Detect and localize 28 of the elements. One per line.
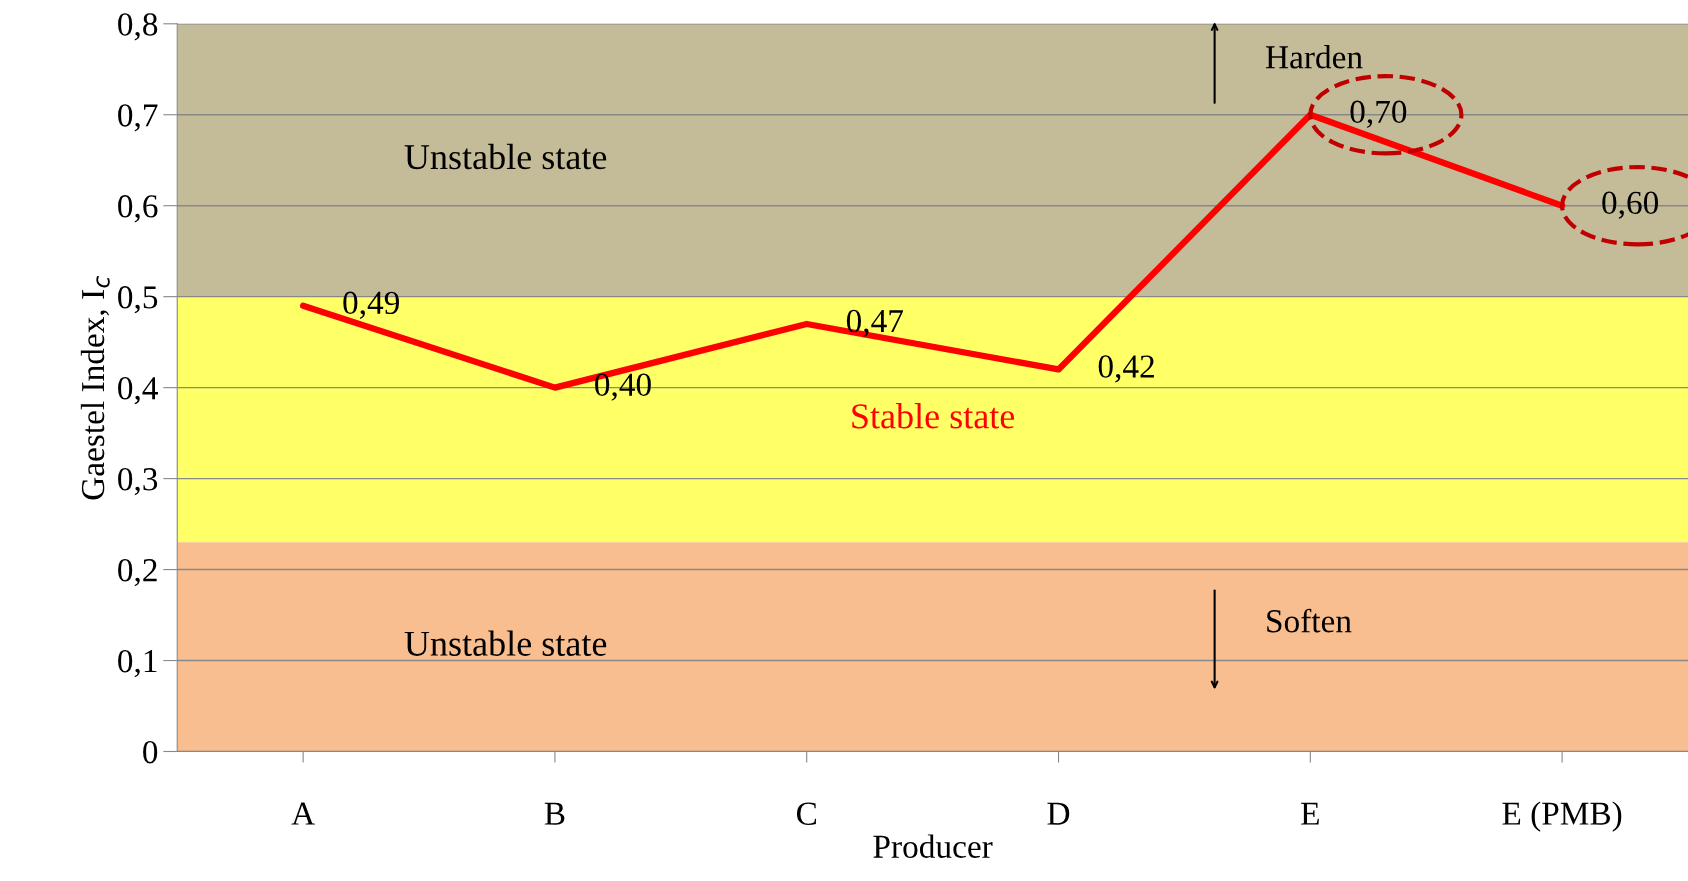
x-tick-label: A bbox=[291, 802, 315, 825]
y-tick-label: 0,5 bbox=[118, 286, 158, 314]
annotation: Soften bbox=[1267, 608, 1352, 633]
x-tick-label: E bbox=[1301, 802, 1319, 825]
y-tick-label: 0,8 bbox=[118, 13, 158, 41]
y-tick-label: 0,6 bbox=[118, 195, 158, 223]
data-label: 0,40 bbox=[595, 373, 651, 401]
band-label: Unstable state bbox=[404, 630, 607, 656]
annotation: Harden bbox=[1265, 45, 1363, 69]
x-tick-label: B bbox=[544, 802, 565, 825]
x-tick-label: E (PMB) bbox=[1502, 801, 1622, 832]
data-label: 0,60 bbox=[1602, 191, 1659, 219]
y-axis-title: Gaestel Index, I$_{c}$ bbox=[80, 276, 110, 500]
y-tick-label: 0,3 bbox=[118, 468, 158, 496]
data-label: 0,42 bbox=[1098, 355, 1154, 383]
y-tick-label: 0 bbox=[143, 740, 158, 764]
data-label: 0,47 bbox=[846, 309, 903, 338]
band-label: Unstable state bbox=[404, 143, 607, 170]
band-label: Stable state bbox=[852, 403, 1015, 429]
x-axis-title: Producer bbox=[873, 834, 993, 858]
y-tick-label: 0,2 bbox=[118, 558, 157, 587]
data-label: 0,49 bbox=[343, 291, 399, 319]
x-tick-label: D bbox=[1047, 802, 1070, 825]
y-tick-label: 0,4 bbox=[118, 377, 158, 405]
x-tick-label: C bbox=[796, 802, 816, 825]
data-label: 0,70 bbox=[1350, 100, 1407, 128]
y-tick-label: 0,1 bbox=[118, 649, 157, 678]
y-tick-label: 0,7 bbox=[118, 104, 158, 132]
